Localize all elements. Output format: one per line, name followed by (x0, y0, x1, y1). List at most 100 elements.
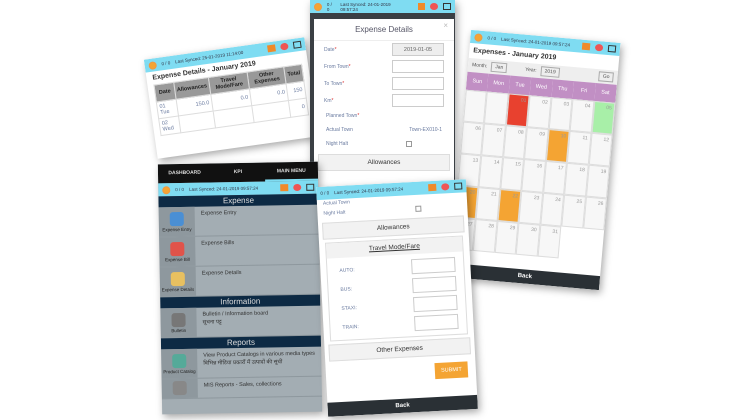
calendar-day[interactable]: 31 (537, 224, 562, 259)
sync-count: 0 / 0 (320, 190, 330, 196)
calendar-day[interactable]: 14 (478, 155, 503, 190)
night-halt-checkbox[interactable] (415, 205, 422, 212)
calendar-day[interactable]: 08 (502, 125, 528, 160)
go-button[interactable]: Go (598, 71, 614, 83)
calendar-day[interactable]: 02 (527, 95, 552, 130)
top-tabs: DASHBOARD KPI MAIN MENU (157, 161, 319, 184)
logout-icon[interactable] (306, 183, 315, 191)
calendar-day[interactable]: 15 (500, 157, 525, 191)
calendar-day[interactable]: 04 (569, 99, 594, 133)
calendar-day[interactable]: 12 (588, 132, 613, 167)
calendar-day[interactable]: 11 (567, 130, 592, 165)
submit-button[interactable]: SUBMIT (434, 361, 469, 380)
logout-icon[interactable] (454, 182, 463, 190)
field-label-text: Km (324, 97, 332, 104)
calendar-day[interactable]: 16 (521, 159, 546, 193)
sync-icon[interactable] (314, 2, 322, 11)
calendar-day[interactable]: 23 (518, 190, 543, 225)
calendar-day[interactable]: 10 (545, 129, 570, 163)
menu-item[interactable]: Bulletin Bulletin / Information board सूचन… (160, 305, 321, 339)
logout-icon[interactable] (292, 40, 302, 49)
menu-item[interactable]: MIS Reports - Sales, collections (161, 376, 322, 400)
calendar-day[interactable]: 25 (561, 194, 586, 229)
calendar-day[interactable]: 07 (481, 123, 506, 158)
calendar-screen: 0 / 0 Last Synced: 24-01-2019 09:57:24 Ex… (449, 29, 621, 291)
field-input[interactable] (392, 77, 444, 90)
calendar-day[interactable]: 22 (497, 189, 522, 223)
calendar-day[interactable]: 21 (476, 187, 501, 221)
calendar-day[interactable]: 17 (542, 160, 568, 195)
logout-icon[interactable] (607, 44, 617, 53)
calendar-day[interactable]: 24 (540, 192, 565, 227)
basket-icon[interactable] (267, 44, 276, 53)
month-select[interactable]: Jan (490, 61, 508, 74)
menu-item[interactable]: Product Catalog View Product Catalogs in … (161, 346, 322, 380)
expense-details-modal: Expense Details × Date* 2019-01-05 From To… (314, 19, 454, 197)
menu-item[interactable]: Expense Bill Expense Bills (159, 234, 320, 268)
menu-item-icon-label: Product Catalog (163, 368, 196, 374)
field-input[interactable] (392, 94, 444, 107)
travel-mode-input[interactable] (410, 256, 456, 275)
calendar-empty-cell (463, 89, 488, 124)
sync-count: 0 / 0 (175, 186, 185, 193)
calendar-day[interactable]: 30 (515, 222, 541, 257)
calendar-day[interactable]: 06 (460, 121, 485, 156)
weekday-header: Thu (551, 79, 575, 100)
basket-icon[interactable] (581, 42, 591, 51)
settings-icon[interactable] (430, 3, 439, 10)
menu-list: Expense Expense Entry Expense Entry Expense… (158, 193, 322, 400)
sync-bar: 0 / 0 Last Synced: 24-01-2019 09:57:24 (310, 0, 455, 13)
sync-icon[interactable] (162, 185, 171, 194)
travel-form-screen: 0 / 0 Last Synced: 24-01-2019 09:57:24 Ac… (316, 179, 478, 417)
weekday-header: Mon (487, 73, 511, 94)
menu-item[interactable]: Expense Details Expense Details (159, 264, 321, 298)
settings-icon[interactable] (594, 43, 604, 52)
basket-icon[interactable] (428, 183, 437, 192)
settings-icon[interactable] (279, 42, 289, 51)
calendar-day[interactable]: 09 (524, 127, 549, 161)
table-cell (251, 100, 292, 123)
basket-icon[interactable] (417, 3, 426, 10)
tab-kpi[interactable]: KPI (233, 168, 243, 176)
night-halt-label: Night Halt (323, 209, 346, 217)
back-button[interactable]: Back (449, 263, 601, 291)
calendar-day[interactable]: 18 (564, 162, 589, 197)
travel-mode-input[interactable] (411, 275, 457, 294)
menu-item-icon: Expense Bill (159, 236, 196, 267)
main-menu-screen: DASHBOARD KPI MAIN MENU 0 / 0 Last Synced: … (157, 161, 323, 415)
tab-main-menu[interactable]: MAIN MENU (264, 161, 319, 182)
calendar-day[interactable]: 28 (473, 219, 498, 253)
menu-item-text: Bulletin / Information board सूचना पट्ट (196, 306, 274, 336)
menu-item-icon: Expense Details (159, 266, 197, 297)
table-cell: 02 Wed (158, 116, 181, 136)
field-input[interactable]: 2019-01-05 (392, 43, 444, 56)
calendar-day[interactable]: 03 (548, 97, 573, 131)
last-synced: Last Synced: 24-01-2019 09:57:24 (334, 186, 404, 196)
menu-item-icon-label: Expense Details (161, 286, 195, 292)
basket-icon[interactable] (280, 184, 289, 192)
year-select[interactable]: 2019 (540, 66, 561, 78)
allowances-panel[interactable]: Allowances (318, 154, 450, 171)
field-label: Km* (324, 98, 333, 104)
calendar-day[interactable]: 01 (505, 93, 530, 128)
sync-icon[interactable] (148, 60, 158, 70)
field-label: Date* (324, 47, 337, 53)
sync-icon[interactable] (474, 32, 483, 42)
form-row: To Town* (314, 75, 454, 92)
travel-mode-input[interactable] (413, 313, 459, 332)
menu-item[interactable]: Expense Entry Expense Entry (158, 204, 320, 238)
settings-icon[interactable] (293, 183, 302, 192)
calendar-day[interactable]: 26 (582, 196, 607, 231)
logout-icon[interactable] (443, 3, 451, 10)
travel-mode-input[interactable] (412, 294, 458, 313)
tab-dashboard[interactable]: DASHBOARD (168, 169, 201, 177)
calendar-day[interactable]: 05 (591, 100, 616, 135)
back-button[interactable]: Back (327, 394, 478, 417)
calendar-day[interactable]: 19 (585, 164, 610, 199)
field-input[interactable] (392, 60, 444, 73)
required-mark: * (331, 97, 334, 104)
settings-icon[interactable] (441, 183, 450, 191)
calendar-day[interactable]: 29 (494, 220, 519, 255)
night-halt-checkbox[interactable] (406, 141, 412, 147)
close-icon[interactable]: × (443, 21, 448, 30)
